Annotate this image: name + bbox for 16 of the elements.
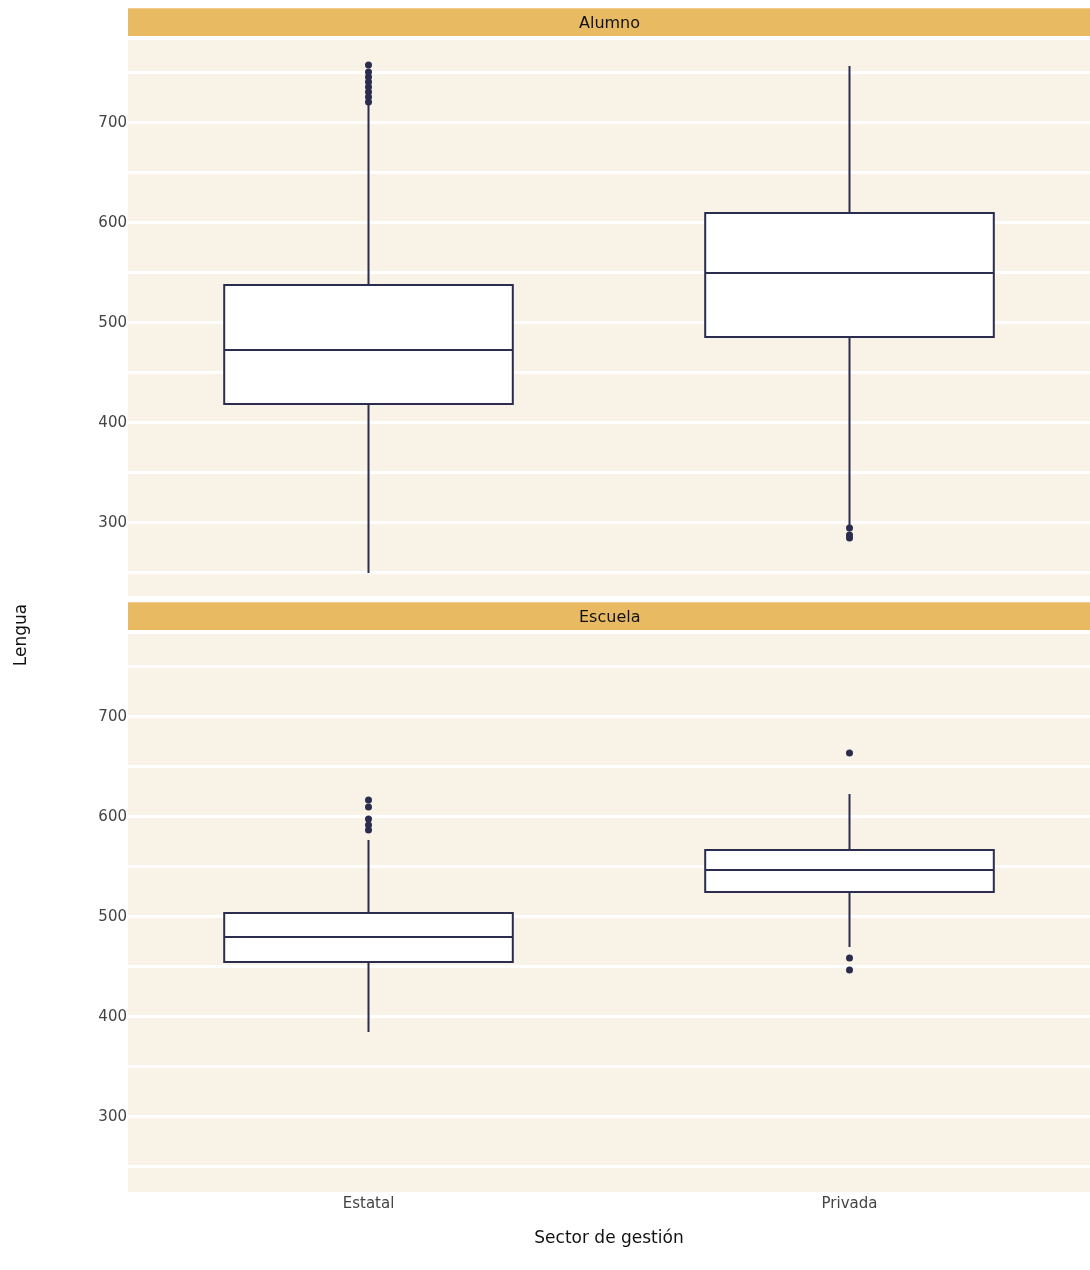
y-tick-label: 500	[98, 907, 127, 926]
x-tick-label: Estatal	[342, 1194, 395, 1212]
y-tick-label: 600	[98, 213, 127, 232]
y-tick-label: 400	[98, 413, 127, 432]
y-tick-label: 300	[98, 513, 127, 532]
y-tick-label: 600	[98, 807, 127, 826]
y-tick-label: 700	[98, 113, 127, 132]
chart-title: Escuela	[579, 607, 641, 626]
y-axis-title: Lengua	[10, 603, 31, 667]
chart-title: Alumno	[579, 13, 641, 32]
x-axis-title: Sector de gestión	[534, 1227, 684, 1248]
y-tick-label: 700	[98, 707, 127, 726]
y-tick-label: 300	[98, 1107, 127, 1126]
x-tick-label: Privada	[821, 1194, 878, 1212]
y-tick-label: 500	[98, 313, 127, 332]
y-tick-label: 400	[98, 1007, 127, 1026]
